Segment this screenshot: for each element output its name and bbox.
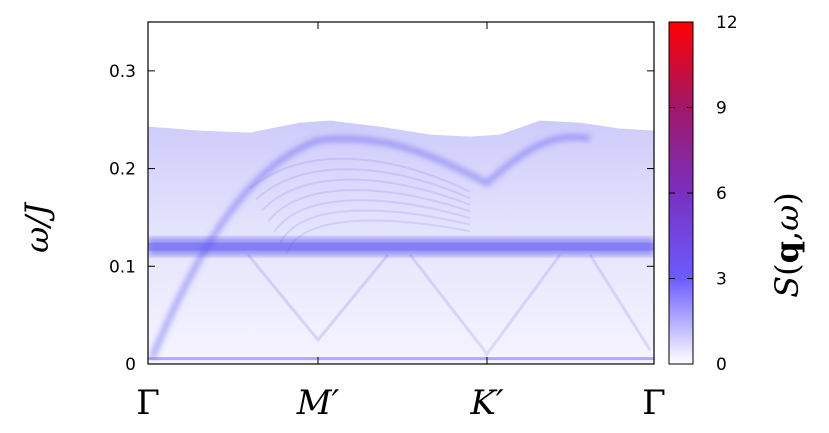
colorbar: 0 3 6 9 12 S(q,ω) (668, 13, 806, 375)
dispersion-branch (149, 134, 591, 360)
y-tick-label: 0.3 (109, 62, 136, 82)
continuum-streak (261, 178, 471, 212)
colorbar-title: S(q,ω) (768, 192, 806, 298)
colorbar-ticks: 0 3 6 9 12 (669, 13, 738, 375)
plot-area: 0 0.1 0.2 0.3 Γ M′ K′ Γ (109, 21, 666, 423)
y-tick-label: 0.1 (109, 257, 136, 277)
flat-band (148, 237, 654, 256)
x-tick-label: M′ (296, 383, 340, 423)
colorbar-tick-label: 3 (716, 270, 727, 290)
y-axis-title: ω/J (18, 201, 56, 253)
plot-frame (147, 21, 655, 365)
y-tick-label: 0.2 (109, 160, 136, 180)
x-tick-label: Γ (642, 383, 666, 423)
colorbar-tick-label: 12 (716, 13, 738, 33)
lower-branch-m (246, 253, 390, 343)
y-axis: 0 0.1 0.2 0.3 (109, 62, 654, 375)
colorbar-tick-label: 9 (716, 99, 727, 119)
continuum-streak (249, 157, 471, 193)
low-energy-line (148, 357, 654, 361)
y-tick-label: 0 (125, 355, 136, 375)
continuum-streak (267, 189, 471, 222)
continuum-streak (255, 168, 471, 201)
colorbar-tick-label: 0 (716, 355, 727, 375)
flat-band-core (148, 242, 654, 251)
colorbar-tick-label: 6 (716, 184, 727, 204)
lower-branch-gamma (588, 253, 652, 351)
continuum-streak (279, 209, 471, 244)
lower-branch-k (408, 253, 562, 357)
continuum-streak (273, 199, 471, 233)
x-tick-label: K′ (469, 383, 503, 423)
x-tick-label: Γ (136, 383, 160, 423)
heatmap-intensity (148, 120, 654, 364)
x-axis: Γ M′ K′ Γ (136, 22, 666, 423)
